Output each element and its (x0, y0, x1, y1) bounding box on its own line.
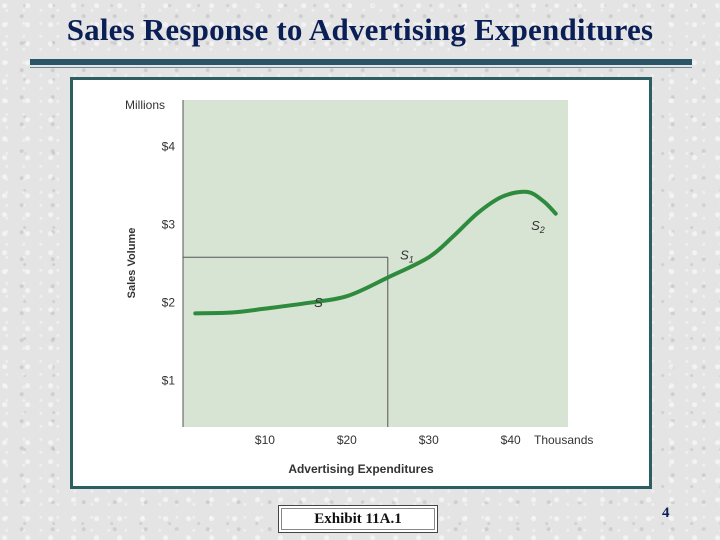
slide-title: Sales Response to Advertising Expenditur… (66, 12, 654, 47)
exhibit-label: Exhibit 11A.1 (278, 505, 438, 533)
title-underline-thin (30, 67, 692, 68)
x-axis-title: Advertising Expenditures (288, 462, 434, 476)
x-tick-label: $10 (255, 433, 275, 447)
y-unit-label: Millions (125, 98, 165, 112)
y-tick-label: $1 (162, 373, 176, 387)
x-tick-label: $30 (419, 433, 439, 447)
y-axis-title: Sales Volume (126, 228, 138, 299)
x-tick-label: $20 (337, 433, 357, 447)
y-tick-label: $2 (162, 295, 176, 309)
y-tick-label: $3 (162, 218, 176, 232)
y-tick-label: $4 (162, 140, 176, 154)
curve-annotation: S (314, 295, 323, 310)
plot-area (183, 100, 568, 427)
sales-response-curve (193, 189, 558, 316)
x-tick-label: $40 (501, 433, 521, 447)
page-number: 4 (662, 505, 670, 521)
chart-frame: $10 $20 $30 $40 $1 $2 $3 $4 S S1 S2 Millions Tho… (70, 77, 652, 489)
title-underline (30, 59, 692, 65)
x-unit-label: Thousands (534, 433, 593, 447)
